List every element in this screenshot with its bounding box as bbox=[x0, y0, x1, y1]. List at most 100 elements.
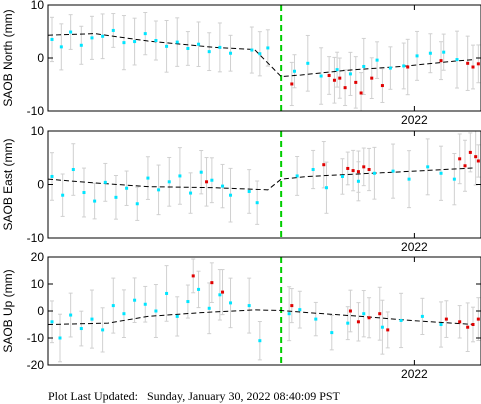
data-point bbox=[362, 64, 366, 68]
data-point bbox=[455, 58, 459, 62]
y-axis-label: SAOB East (mm) bbox=[1, 138, 15, 230]
data-point bbox=[157, 188, 161, 192]
recent-data-point bbox=[367, 316, 371, 320]
data-point bbox=[146, 176, 150, 180]
data-point bbox=[306, 61, 310, 65]
data-point bbox=[426, 165, 430, 169]
data-point bbox=[420, 314, 424, 318]
recent-data-point bbox=[476, 317, 480, 321]
data-point bbox=[292, 69, 296, 73]
y-tick-label: 0 bbox=[37, 178, 44, 192]
data-point bbox=[335, 68, 339, 72]
data-point bbox=[218, 293, 222, 297]
data-point bbox=[346, 321, 350, 325]
data-point bbox=[229, 193, 233, 197]
data-point bbox=[287, 312, 291, 316]
data-point bbox=[175, 40, 179, 44]
data-point bbox=[391, 169, 395, 173]
data-point bbox=[415, 54, 419, 58]
data-point bbox=[452, 177, 456, 181]
data-point bbox=[340, 174, 344, 178]
recent-data-point bbox=[356, 320, 360, 324]
data-point bbox=[165, 291, 169, 295]
x-tick-label: 2022 bbox=[401, 367, 428, 381]
recent-data-point bbox=[370, 76, 374, 80]
data-point bbox=[399, 318, 403, 322]
data-point bbox=[442, 50, 446, 54]
recent-data-point bbox=[476, 159, 480, 163]
recent-data-point bbox=[439, 59, 443, 63]
recent-data-point bbox=[468, 150, 472, 154]
data-point bbox=[324, 186, 328, 190]
data-point bbox=[229, 301, 233, 305]
data-point bbox=[330, 331, 334, 335]
data-point bbox=[372, 171, 376, 175]
recent-data-point bbox=[471, 65, 475, 69]
recent-data-point bbox=[406, 65, 410, 69]
data-point bbox=[82, 191, 86, 195]
data-point bbox=[111, 304, 115, 308]
data-point bbox=[133, 40, 137, 44]
data-point bbox=[186, 300, 190, 304]
recent-data-point bbox=[221, 290, 225, 294]
data-point bbox=[61, 193, 65, 197]
data-point bbox=[439, 171, 443, 175]
data-point bbox=[229, 51, 233, 55]
data-point bbox=[135, 202, 139, 206]
data-point bbox=[50, 174, 54, 178]
data-point bbox=[197, 42, 201, 46]
recent-data-point bbox=[474, 155, 478, 159]
recent-data-point bbox=[359, 91, 363, 95]
recent-data-point bbox=[362, 165, 366, 169]
data-point bbox=[348, 72, 352, 76]
recent-data-point bbox=[290, 82, 294, 86]
recent-data-point bbox=[205, 180, 209, 184]
data-point bbox=[154, 309, 158, 313]
data-point bbox=[221, 184, 225, 188]
data-point bbox=[295, 174, 299, 178]
data-point bbox=[197, 287, 201, 291]
y-axis-label: SAOB Up (mm) bbox=[1, 269, 15, 352]
data-point bbox=[258, 339, 262, 343]
data-point bbox=[314, 317, 318, 321]
recent-data-point bbox=[466, 61, 470, 65]
y-tick-label: 10 bbox=[31, 0, 45, 12]
panel-up: -20 -10 0 10 20 2022 SAOB Up (mm) bbox=[1, 250, 481, 381]
data-point bbox=[207, 50, 211, 54]
data-point bbox=[210, 178, 214, 182]
y-tick-label: -10 bbox=[27, 231, 45, 245]
data-point bbox=[218, 45, 222, 49]
recent-data-point bbox=[476, 62, 480, 66]
y-tick-label: -10 bbox=[27, 104, 45, 118]
data-point bbox=[428, 51, 432, 55]
data-point bbox=[186, 46, 190, 50]
data-point bbox=[143, 302, 147, 306]
y-tick-label: 10 bbox=[31, 277, 45, 291]
trend-line bbox=[47, 309, 475, 325]
panel-north: -10 0 10 2022 SAOB North (mm) bbox=[1, 0, 481, 127]
data-point bbox=[79, 327, 83, 331]
data-point bbox=[407, 177, 411, 181]
recent-data-point bbox=[354, 80, 358, 84]
recent-data-point bbox=[378, 312, 382, 316]
data-point bbox=[311, 168, 315, 172]
data-point bbox=[154, 39, 158, 43]
data-point bbox=[167, 180, 171, 184]
data-point bbox=[90, 36, 94, 40]
data-point bbox=[122, 312, 126, 316]
data-point bbox=[199, 170, 203, 174]
data-point bbox=[50, 37, 54, 41]
data-point bbox=[362, 312, 366, 316]
recent-data-point bbox=[338, 76, 342, 80]
y-tick-label: 0 bbox=[37, 304, 44, 318]
y-tick-label: -10 bbox=[27, 331, 45, 345]
recent-data-point bbox=[458, 157, 462, 161]
plot-updated-footer: Plot Last Updated: Sunday, January 30, 2… bbox=[48, 389, 340, 404]
data-point bbox=[101, 328, 105, 332]
panel-east: -10 0 10 2022 SAOB East (mm) bbox=[1, 124, 481, 254]
data-point bbox=[69, 30, 73, 34]
recent-data-point bbox=[346, 166, 350, 170]
data-point bbox=[101, 34, 105, 38]
recent-data-point bbox=[386, 328, 390, 332]
